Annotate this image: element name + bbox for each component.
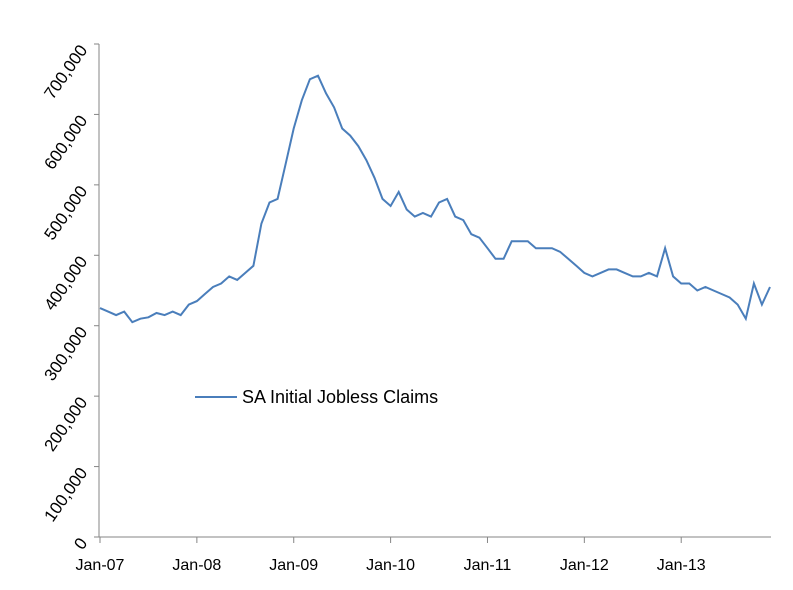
y-tick-label: 700,000: [40, 41, 91, 102]
x-tick-label: Jan-12: [560, 557, 609, 574]
y-tick-label: 300,000: [40, 323, 91, 384]
y-tick-label: 200,000: [40, 394, 91, 455]
x-tick-label: Jan-07: [76, 557, 125, 574]
y-tick-label: 400,000: [40, 253, 91, 314]
y-tick-label: 100,000: [40, 464, 91, 525]
x-tick-label: Jan-08: [172, 557, 221, 574]
y-tick-label: 600,000: [40, 112, 91, 173]
legend-label: SA Initial Jobless Claims: [242, 387, 438, 407]
y-tick-label: 0: [70, 534, 91, 553]
x-tick-label: Jan-09: [269, 557, 318, 574]
x-tick-label: Jan-10: [366, 557, 415, 574]
line: [99, 74, 771, 324]
x-tick-label: Jan-11: [464, 557, 512, 574]
x-tick-label: Jan-13: [657, 557, 706, 574]
y-tick-label: 500,000: [40, 182, 91, 243]
